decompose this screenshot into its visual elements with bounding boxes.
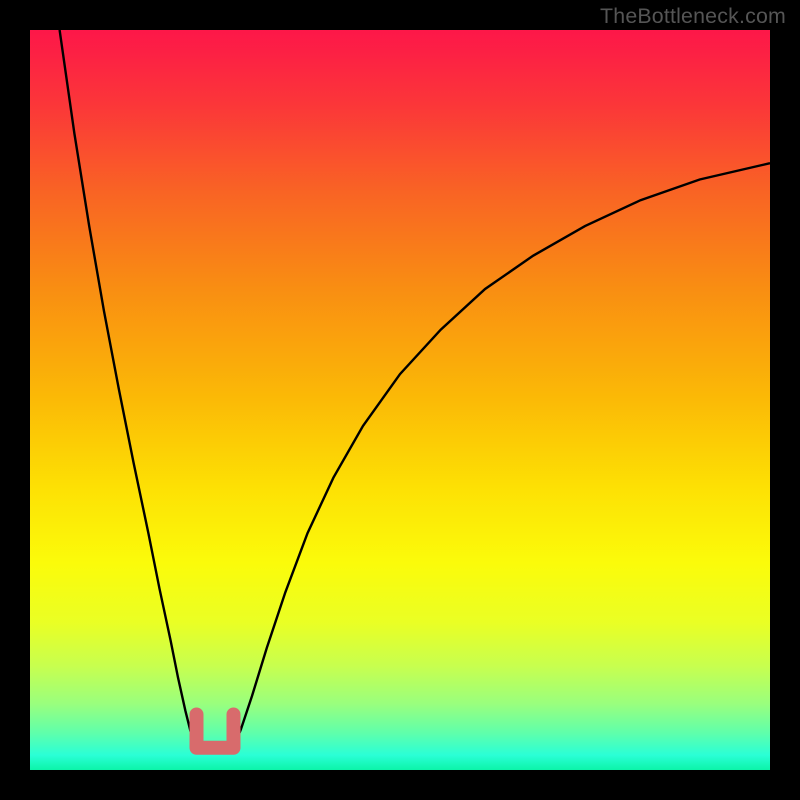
- chart-stage: TheBottleneck.com: [0, 0, 800, 800]
- gradient-background: [30, 30, 770, 770]
- bottleneck-chart: [0, 0, 800, 800]
- watermark-text: TheBottleneck.com: [600, 4, 786, 29]
